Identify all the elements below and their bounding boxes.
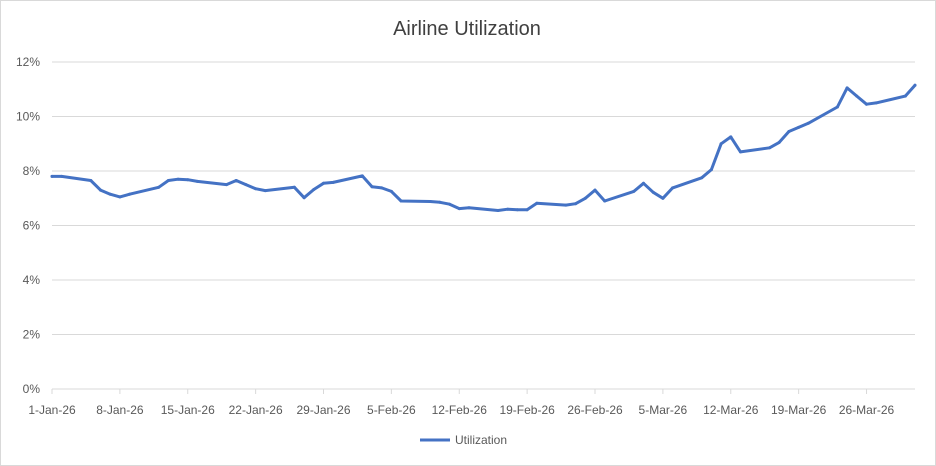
- data-point: [312, 188, 316, 191]
- data-point: [642, 181, 645, 185]
- data-point: [768, 146, 772, 150]
- data-point: [806, 121, 810, 125]
- series-layer: [50, 83, 917, 212]
- data-point: [651, 190, 655, 194]
- chart-title: Airline Utilization: [393, 18, 541, 40]
- data-point: [661, 196, 665, 200]
- data-point: [292, 185, 296, 189]
- data-point: [855, 94, 859, 98]
- data-point: [564, 203, 568, 207]
- x-tick-label: 22-Jan-26: [229, 403, 283, 417]
- data-point: [302, 196, 306, 200]
- data-point: [166, 179, 170, 182]
- data-point: [108, 192, 112, 196]
- y-axis: 0% 2% 4% 6% 8% 10% 12%: [16, 55, 40, 396]
- data-point: [515, 208, 519, 212]
- legend: Utilization: [420, 433, 507, 447]
- data-point: [60, 174, 64, 178]
- data-point: [322, 181, 325, 185]
- x-tick-label: 12-Feb-26: [432, 403, 488, 417]
- data-point: [496, 209, 500, 212]
- x-tick-label: 1-Jan-26: [28, 403, 76, 417]
- data-point: [360, 174, 364, 178]
- data-point: [263, 189, 267, 193]
- y-tick-label: 8%: [23, 164, 41, 178]
- data-point: [787, 130, 791, 133]
- x-tick-label: 5-Mar-26: [639, 403, 688, 417]
- x-tick-label: 29-Jan-26: [296, 403, 350, 417]
- data-point: [380, 186, 384, 190]
- data-point: [525, 208, 529, 212]
- data-point: [457, 207, 461, 211]
- y-tick-label: 0%: [23, 382, 41, 396]
- data-point: [89, 179, 93, 182]
- x-tick-label: 5-Feb-26: [367, 403, 416, 417]
- data-point: [845, 86, 849, 90]
- data-point: [99, 188, 102, 192]
- data-point: [535, 201, 539, 205]
- data-point: [603, 199, 607, 203]
- data-point: [448, 202, 452, 206]
- grid-layer: [52, 61, 915, 335]
- data-point: [234, 179, 238, 182]
- data-point: [671, 186, 675, 190]
- data-point: [399, 199, 403, 203]
- x-tick-label: 12-Mar-26: [703, 403, 759, 417]
- data-point: [835, 105, 839, 109]
- x-tick-label: 19-Feb-26: [499, 403, 555, 417]
- data-point: [700, 176, 704, 180]
- data-point: [176, 177, 180, 181]
- data-point: [574, 202, 578, 206]
- data-point: [777, 140, 781, 144]
- data-point: [903, 94, 907, 98]
- data-point: [632, 189, 636, 193]
- data-point: [709, 168, 713, 172]
- data-point: [438, 200, 442, 204]
- data-point: [874, 101, 878, 105]
- y-tick-label: 2%: [23, 328, 41, 342]
- x-tick-label: 19-Mar-26: [771, 403, 827, 417]
- data-point: [118, 195, 122, 199]
- y-tick-label: 6%: [23, 219, 41, 233]
- data-point: [244, 183, 248, 187]
- data-point: [370, 185, 374, 189]
- data-point: [389, 189, 393, 193]
- y-tick-label: 4%: [23, 273, 41, 287]
- x-tick-label: 8-Jan-26: [96, 403, 144, 417]
- x-tick-label: 15-Jan-26: [161, 403, 215, 417]
- data-point: [254, 187, 258, 191]
- data-point: [157, 185, 161, 189]
- data-point: [506, 207, 510, 211]
- data-point: [719, 142, 723, 146]
- data-point: [593, 188, 597, 192]
- data-point: [195, 179, 199, 183]
- x-axis: 1-Jan-26 8-Jan-26 15-Jan-26 22-Jan-26 29-Jan…: [28, 388, 915, 417]
- data-point: [428, 200, 432, 203]
- x-tick-label: 26-Feb-26: [567, 403, 623, 417]
- y-tick-label: 10%: [16, 110, 40, 124]
- data-point: [331, 180, 335, 184]
- data-point: [128, 192, 132, 196]
- series-line-utilization: [50, 83, 917, 212]
- y-tick-label: 12%: [16, 55, 40, 69]
- data-point: [467, 206, 471, 210]
- legend-label-utilization: Utilization: [455, 433, 507, 447]
- data-point: [50, 174, 54, 178]
- data-point: [729, 135, 733, 139]
- data-point: [583, 196, 587, 200]
- data-point: [865, 102, 868, 106]
- data-point: [225, 183, 228, 187]
- data-point: [186, 178, 190, 182]
- data-point: [913, 83, 917, 87]
- data-point: [739, 150, 742, 154]
- x-tick-label: 26-Mar-26: [839, 403, 895, 417]
- data-point: [797, 125, 801, 129]
